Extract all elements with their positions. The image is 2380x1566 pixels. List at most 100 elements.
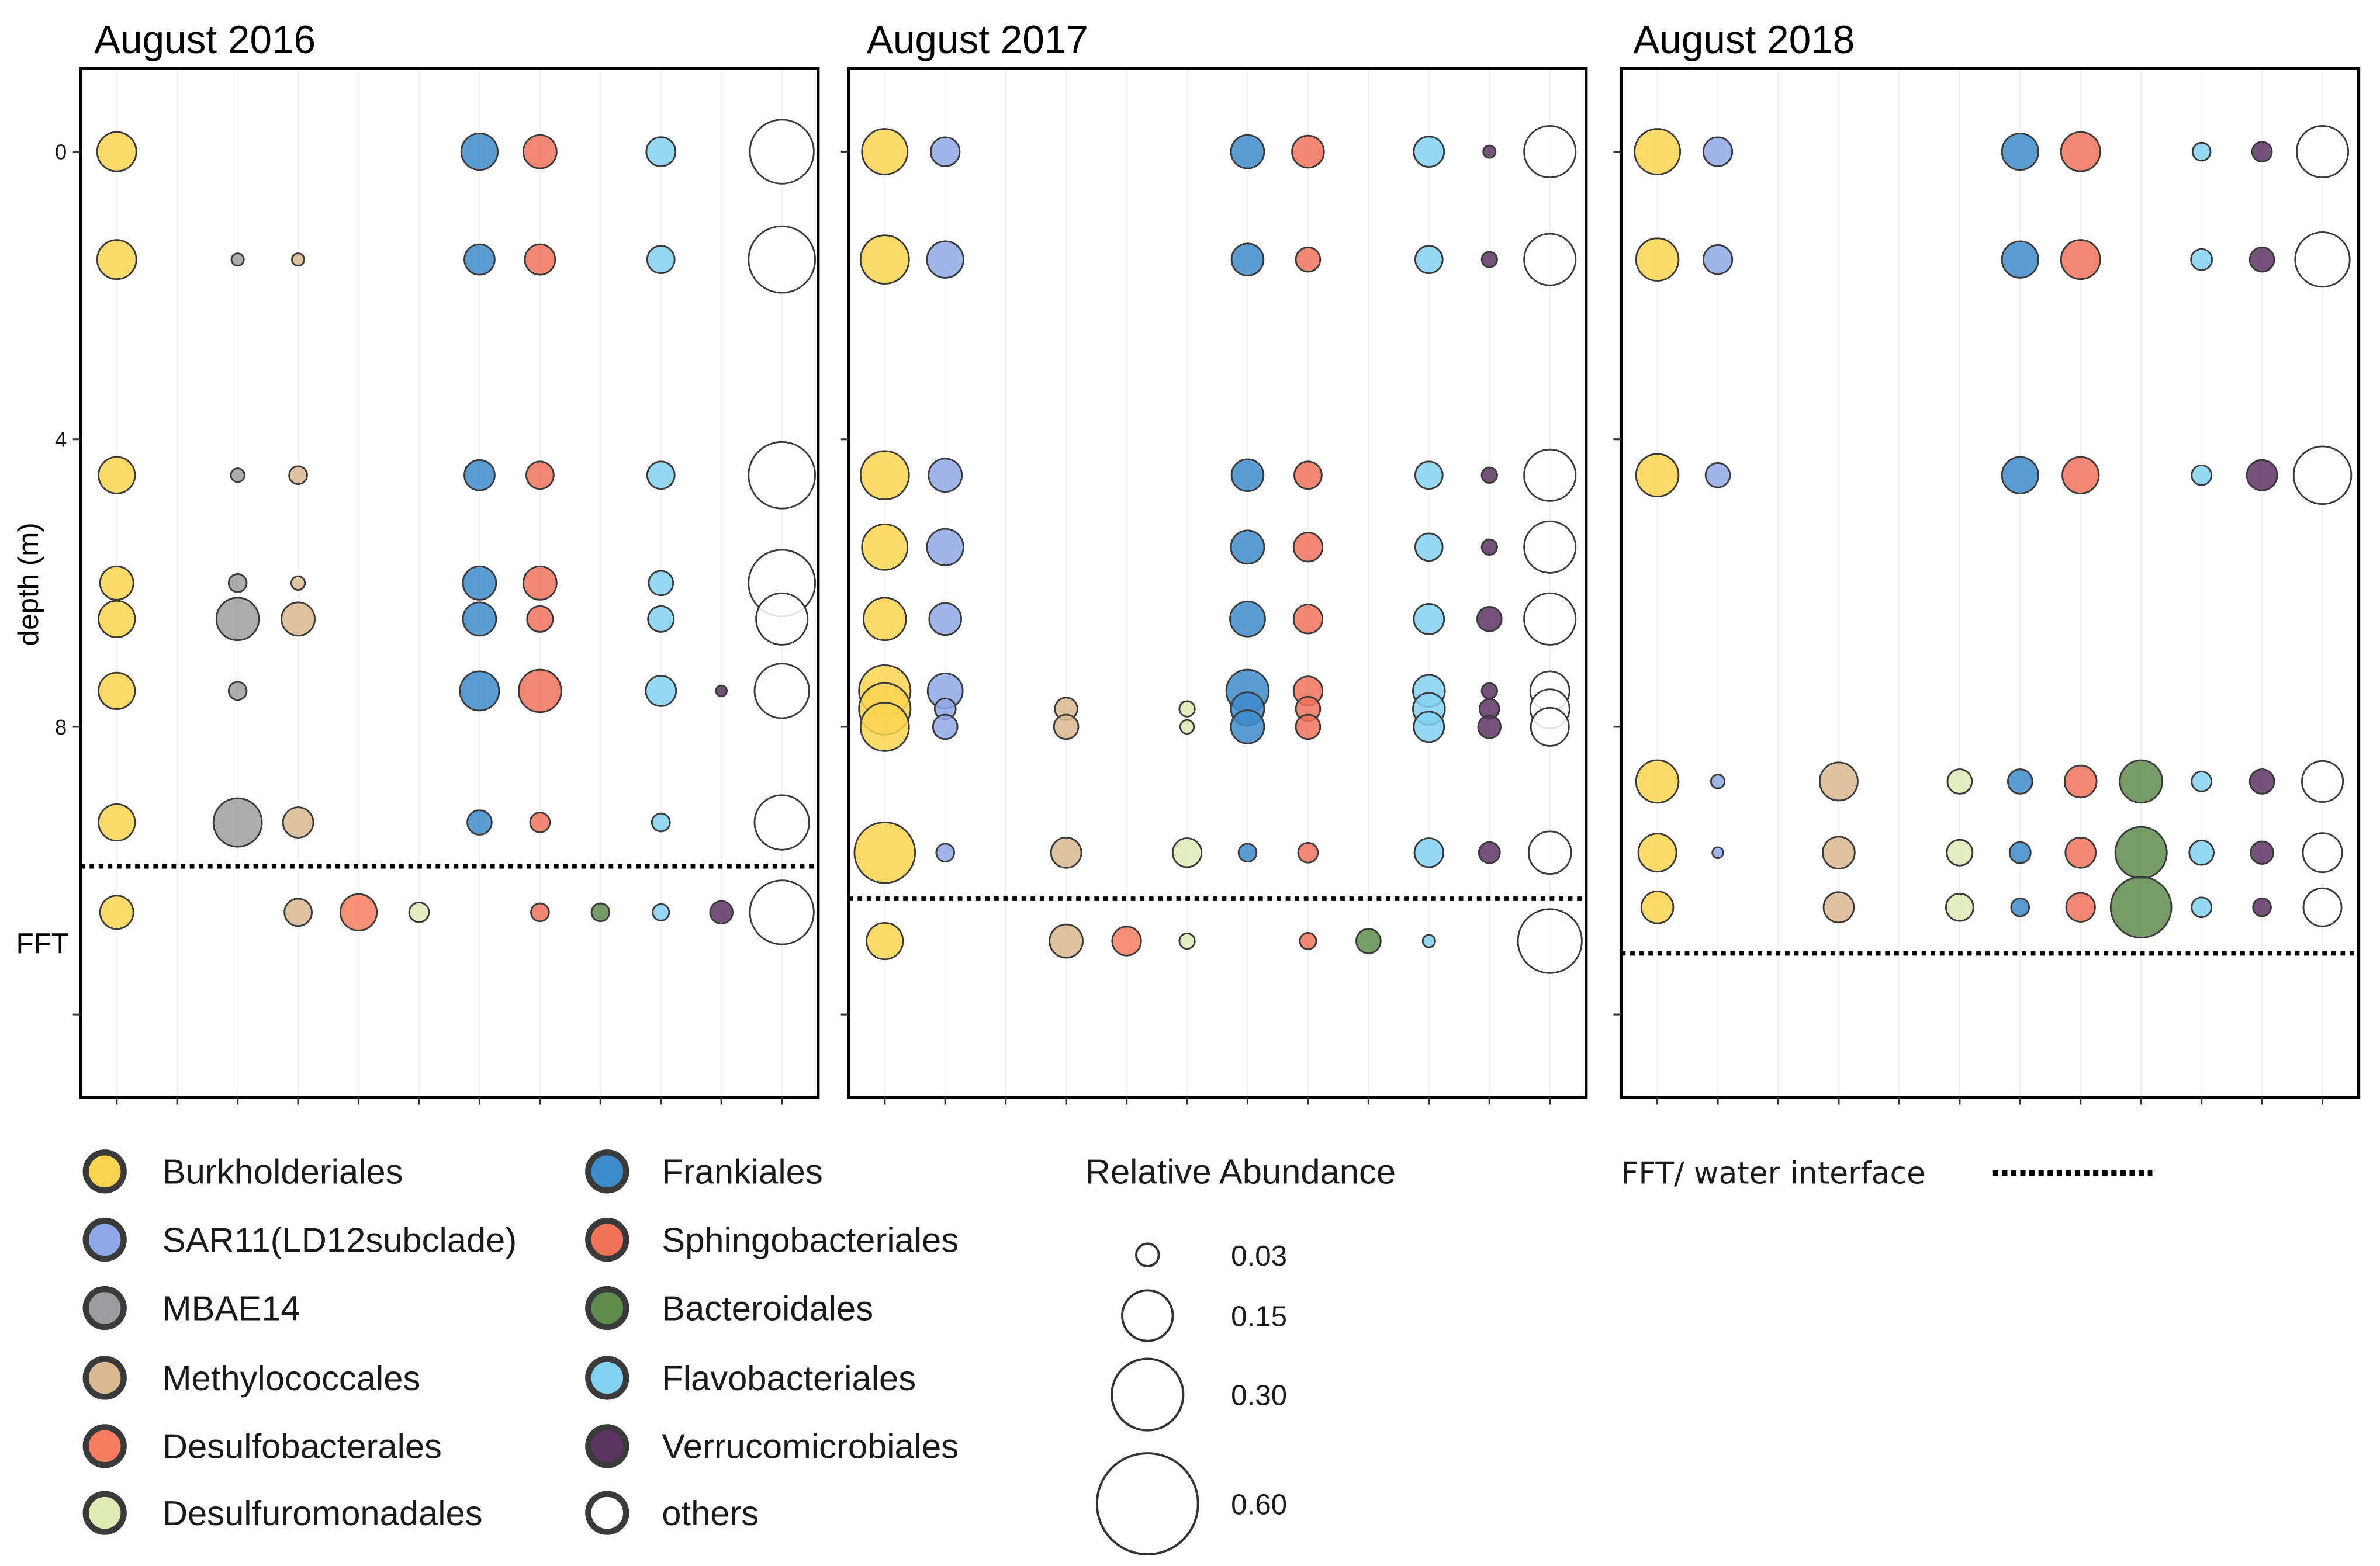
bubble-others <box>749 119 815 185</box>
bubble-burkholderiales <box>853 821 916 884</box>
bubble-frankiales <box>1230 134 1265 169</box>
bubble-sphingobacteriales <box>522 134 558 169</box>
bubble-frankiales <box>1230 529 1265 565</box>
bubble-sphingobacteriales <box>1293 460 1323 490</box>
size-legend-label: 0.60 <box>1231 1489 1287 1521</box>
bubble-burkholderiales <box>96 239 137 280</box>
bubble-others <box>2296 125 2350 179</box>
size-legend: 0.03 0.15 0.30 0.60 <box>1095 1240 1287 1555</box>
legend-label-sar11-ld12subclade: SAR11(LD12subclade) <box>162 1220 517 1259</box>
bubble-sphingobacteriales <box>2065 892 2096 923</box>
bubble-methylococcales <box>281 601 316 637</box>
bubble-frankiales <box>1237 843 1258 863</box>
bubble-verrucomicrobiales <box>2250 840 2274 865</box>
legend-swatch-burkholderiales <box>82 1149 127 1194</box>
bubble-sphingobacteriales <box>524 243 556 276</box>
legend-item-mbae14: MBAE14 <box>82 1286 300 1331</box>
bubble-sar11-ld12subclade <box>1702 244 1734 275</box>
bubble-flavobacteriales <box>1413 136 1445 168</box>
legend-label-desulfobacterales: Desulfobacterales <box>162 1427 442 1466</box>
bubble-methylococcales <box>1822 891 1855 924</box>
bubble-sphingobacteriales <box>2060 131 2101 172</box>
panel-august-2016 <box>72 67 820 1105</box>
legend-item-burkholderiales: Burkholderiales <box>82 1149 403 1194</box>
bubble-burkholderiales <box>98 803 136 842</box>
legend-item-sphingobacteriales: Sphingobacteriales <box>585 1218 959 1262</box>
bubble-verrucomicrobiales <box>2248 246 2275 273</box>
bubble-others <box>2292 445 2353 505</box>
bubble-burkholderiales <box>866 921 904 961</box>
panel-title-2018: August 2018 <box>1633 18 1855 62</box>
bubble-desulfuromonadales <box>1946 768 1973 795</box>
bubble-burkholderiales <box>1635 237 1680 282</box>
legend-label-mbae14: MBAE14 <box>162 1288 300 1328</box>
bubble-burkholderiales <box>859 234 910 285</box>
bubble-verrucomicrobiales <box>715 684 728 698</box>
bubble-flavobacteriales <box>2188 839 2215 866</box>
bubble-sphingobacteriales <box>526 605 554 633</box>
bubble-sphingobacteriales <box>1295 246 1322 273</box>
bubble-verrucomicrobiales <box>1480 466 1498 484</box>
bubble-sar11-ld12subclade <box>926 528 964 566</box>
bubble-flavobacteriales <box>1413 837 1444 868</box>
size-legend-circle <box>1111 1357 1185 1432</box>
bubble-sphingobacteriales <box>2060 239 2101 280</box>
legend-swatch-sphingobacteriales <box>585 1218 629 1262</box>
size-legend-label: 0.30 <box>1231 1380 1287 1412</box>
panel-title-2017: August 2017 <box>867 18 1088 62</box>
bubble-bacteroidales <box>2109 876 2173 939</box>
bubble-others <box>2294 231 2351 288</box>
y-axis-label: depth (m) <box>12 522 44 646</box>
bubble-sphingobacteriales <box>530 902 550 923</box>
bubble-frankiales <box>1230 709 1265 744</box>
bubble-sphingobacteriales <box>522 565 558 601</box>
bubble-methylococcales <box>288 465 308 486</box>
bubble-burkholderiales <box>98 671 136 710</box>
bubble-frankiales <box>462 601 497 637</box>
bubble-burkholderiales <box>99 895 134 930</box>
interface-legend-label: FFT/ water interface <box>1621 1156 1926 1191</box>
panels <box>72 67 2361 1105</box>
bubble-others <box>755 592 809 646</box>
bubble-others <box>2301 760 2344 803</box>
bubble-sphingobacteriales <box>1292 604 1324 635</box>
legend-swatch-desulfuromonadales <box>82 1491 127 1535</box>
bubble-sar11-ld12subclade <box>1711 846 1724 859</box>
bubble-others <box>1523 592 1577 646</box>
legend-label-bacteroidales: Bacteroidales <box>662 1288 873 1328</box>
legend-label-flavobacteriales: Flavobacteriales <box>662 1359 916 1398</box>
bubble-desulfuromonadales <box>1178 932 1196 950</box>
bubble-burkholderiales <box>859 450 910 501</box>
bubble-frankiales <box>1230 242 1265 276</box>
panel-frame <box>1619 67 2361 1099</box>
legend-swatch-frankiales <box>585 1149 629 1194</box>
bubble-flavobacteriales <box>648 570 674 597</box>
bubble-desulfuromonadales <box>1946 839 1974 867</box>
bubble-verrucomicrobiales <box>2251 141 2273 162</box>
bubble-others <box>1523 233 1577 286</box>
bubble-flavobacteriales <box>2191 464 2213 486</box>
bubble-verrucomicrobiales <box>1480 682 1498 700</box>
bubble-burkholderiales <box>1635 453 1680 498</box>
bubble-mbae14 <box>227 573 248 593</box>
legend-swatch-flavobacteriales <box>585 1356 629 1400</box>
legend-label-burkholderiales: Burkholderiales <box>162 1152 403 1191</box>
legend-label-frankiales: Frankiales <box>662 1152 822 1191</box>
legend-item-verrucomicrobiales: Verrucomicrobiales <box>585 1424 959 1468</box>
bubble-flavobacteriales <box>2191 141 2212 162</box>
bubble-others <box>1523 125 1577 179</box>
panel-title-2016: August 2016 <box>94 18 316 62</box>
bubble-sphingobacteriales <box>529 812 551 833</box>
bubble-desulfuromonadales <box>1171 837 1203 868</box>
bubble-methylococcales <box>290 575 306 591</box>
legend-swatch-mbae14 <box>82 1286 127 1331</box>
bubble-burkholderiales <box>1634 128 1682 176</box>
bubble-sphingobacteriales <box>2064 836 2097 869</box>
bubble-desulfobacterales <box>1111 926 1142 957</box>
bubble-sphingobacteriales <box>1292 532 1324 563</box>
bubble-burkholderiales <box>1635 759 1680 804</box>
legend-label-methylococcales: Methylococcales <box>162 1359 420 1398</box>
bubble-sar11-ld12subclade <box>930 136 961 167</box>
bubble-methylococcales <box>1822 836 1856 870</box>
bubble-flavobacteriales <box>1414 460 1444 490</box>
